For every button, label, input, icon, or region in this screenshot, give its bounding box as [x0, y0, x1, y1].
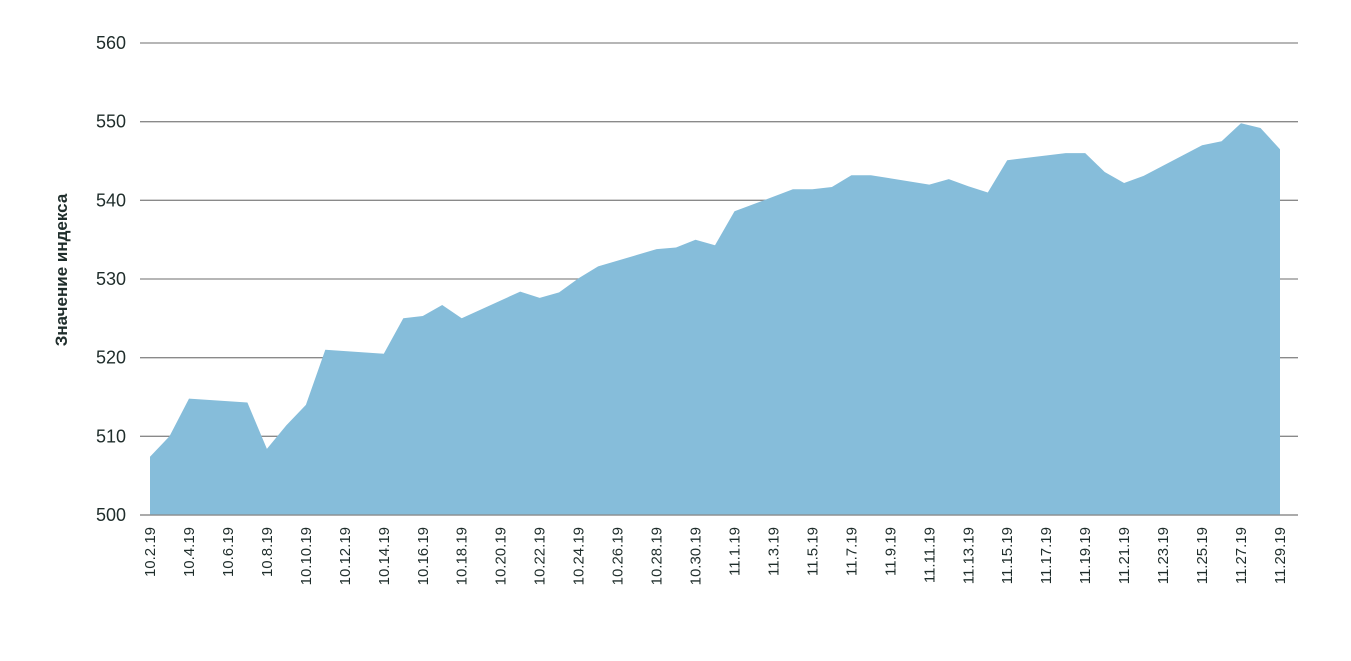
x-tick-label: 11.1.19 — [727, 527, 744, 576]
x-tick-label: 11.5.19 — [804, 527, 821, 576]
x-tick-label: 11.25.19 — [1194, 527, 1211, 584]
y-axis-label: Значение индекса — [52, 193, 71, 346]
x-tick-label: 10.14.19 — [376, 527, 393, 585]
x-tick-label: 10.16.19 — [415, 527, 432, 585]
y-tick-label: 500 — [96, 505, 126, 525]
x-axis-ticks: 10.2.19 10.4.19 10.6.19 10.8.19 10.10.19 10.1… — [142, 527, 1289, 585]
x-tick-label: 11.21.19 — [1116, 527, 1133, 584]
x-tick-label: 11.23.19 — [1155, 527, 1172, 584]
x-tick-label: 11.15.19 — [999, 527, 1016, 584]
y-tick-label: 540 — [96, 190, 126, 210]
y-tick-label: 520 — [96, 348, 126, 368]
y-tick-label: 530 — [96, 269, 126, 289]
x-tick-label: 11.3.19 — [765, 527, 782, 576]
x-tick-label: 10.20.19 — [493, 527, 510, 585]
x-tick-label: 10.2.19 — [142, 527, 159, 577]
y-tick-label: 510 — [96, 426, 126, 446]
x-tick-label: 10.4.19 — [181, 527, 198, 577]
x-tick-label: 10.6.19 — [220, 527, 237, 577]
x-tick-label: 11.27.19 — [1233, 527, 1250, 584]
x-tick-label: 10.8.19 — [259, 527, 276, 577]
x-tick-label: 10.30.19 — [688, 527, 705, 585]
x-tick-label: 11.7.19 — [843, 527, 860, 576]
x-tick-label: 11.13.19 — [960, 527, 977, 584]
y-axis-ticks: 500 510 520 530 540 550 560 — [96, 33, 126, 525]
x-tick-label: 10.10.19 — [298, 527, 315, 585]
x-tick-label: 10.18.19 — [454, 527, 471, 585]
y-tick-label: 550 — [96, 112, 126, 132]
x-tick-label: 10.12.19 — [337, 527, 354, 585]
x-tick-label: 11.9.19 — [882, 527, 899, 576]
x-tick-label: 10.26.19 — [610, 527, 627, 585]
x-tick-label: 11.17.19 — [1038, 527, 1055, 584]
y-tick-label: 560 — [96, 33, 126, 53]
x-tick-label: 10.24.19 — [571, 527, 588, 585]
x-tick-label: 10.22.19 — [532, 527, 549, 585]
x-tick-label: 11.19.19 — [1077, 527, 1094, 584]
index-area-series — [150, 123, 1280, 515]
x-tick-label: 10.28.19 — [649, 527, 666, 585]
x-tick-label: 11.29.19 — [1272, 527, 1289, 584]
x-tick-label: 11.11.19 — [921, 527, 938, 583]
